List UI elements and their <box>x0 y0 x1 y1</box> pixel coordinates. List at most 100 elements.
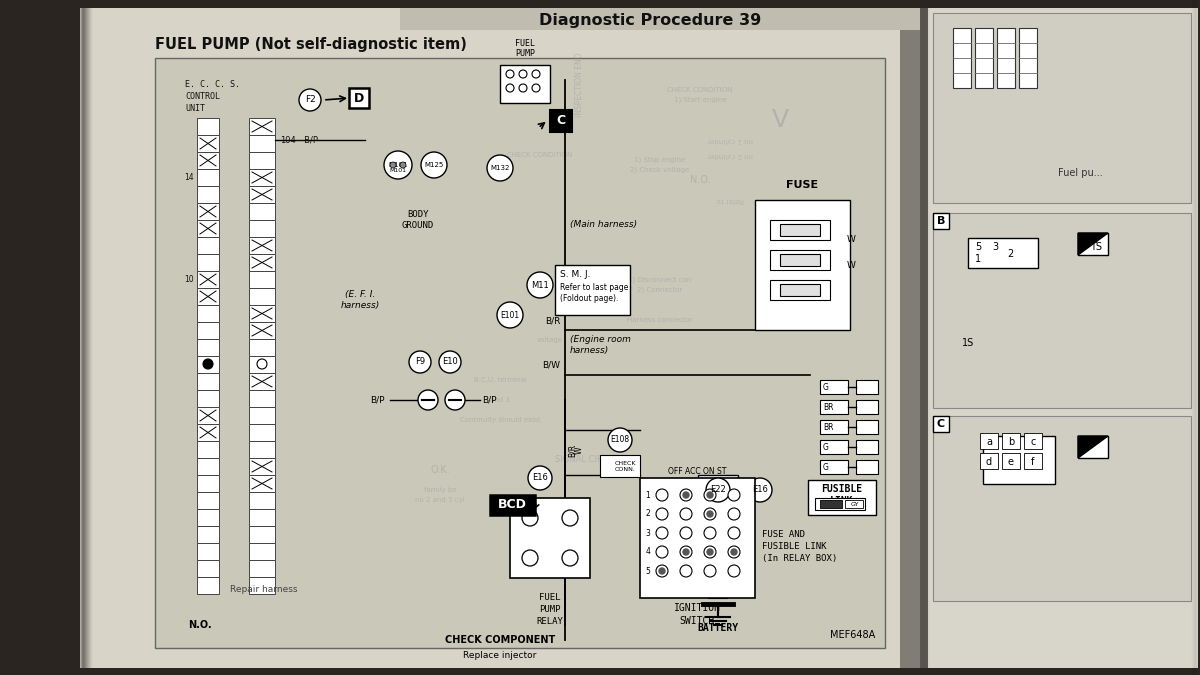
Bar <box>80 8 84 668</box>
Text: E. C. C. S.
CONTROL
UNIT: E. C. C. S. CONTROL UNIT <box>185 80 240 113</box>
Bar <box>197 305 220 322</box>
Bar <box>250 373 275 390</box>
Circle shape <box>704 489 716 501</box>
Bar <box>250 390 275 407</box>
Text: W: W <box>575 446 584 454</box>
Circle shape <box>707 549 713 555</box>
Text: Refer to last page: Refer to last page <box>560 283 629 292</box>
Text: B/P: B/P <box>371 396 385 404</box>
Text: V: V <box>772 108 788 132</box>
Text: Replace injector: Replace injector <box>463 651 536 659</box>
Bar <box>197 254 220 271</box>
Bar <box>197 526 220 543</box>
Circle shape <box>522 550 538 566</box>
Circle shape <box>520 84 527 92</box>
Circle shape <box>257 359 266 369</box>
Bar <box>1078 436 1108 458</box>
Bar <box>250 577 275 594</box>
Bar <box>197 407 220 424</box>
Circle shape <box>522 510 538 526</box>
Text: (Foldout page).: (Foldout page). <box>560 294 618 303</box>
Text: 1S: 1S <box>962 338 974 348</box>
Circle shape <box>439 351 461 373</box>
Bar <box>755 200 850 330</box>
Circle shape <box>409 351 431 373</box>
Circle shape <box>680 546 692 558</box>
Circle shape <box>728 508 740 520</box>
Bar <box>820 500 842 508</box>
Bar <box>400 8 920 30</box>
Bar <box>250 135 275 152</box>
Text: IGNITION
SWITCH: IGNITION SWITCH <box>673 603 720 626</box>
Bar <box>197 441 220 458</box>
Text: 1: 1 <box>974 254 982 264</box>
Text: G: G <box>823 383 829 392</box>
Text: 2: 2 <box>1007 249 1013 259</box>
Circle shape <box>707 492 713 498</box>
Bar <box>250 220 275 237</box>
Text: voltage: voltage <box>538 337 563 343</box>
Bar <box>197 288 220 305</box>
Text: F2: F2 <box>305 95 316 105</box>
Circle shape <box>659 568 665 574</box>
Bar <box>934 416 1190 601</box>
Text: no 1 cylinder: no 1 cylinder <box>707 137 752 143</box>
Bar <box>250 305 275 322</box>
Text: G: G <box>823 462 829 472</box>
Bar <box>250 152 275 169</box>
Bar <box>89 8 94 668</box>
Bar <box>250 407 275 424</box>
Text: 1) Start engine: 1) Start engine <box>673 97 726 103</box>
Bar <box>250 526 275 543</box>
Circle shape <box>532 70 540 78</box>
Bar <box>250 509 275 526</box>
Bar <box>197 237 220 254</box>
Text: W: W <box>847 261 856 269</box>
Bar <box>780 224 820 236</box>
Text: D: D <box>354 92 364 105</box>
Bar <box>980 433 998 449</box>
Bar <box>197 152 220 169</box>
Text: Diagnostic Procedure 39: Diagnostic Procedure 39 <box>539 13 761 28</box>
Bar <box>1024 453 1042 469</box>
Circle shape <box>299 89 322 111</box>
Bar <box>820 440 848 454</box>
Circle shape <box>683 492 689 498</box>
Bar <box>934 13 1190 203</box>
Bar <box>349 88 370 108</box>
Circle shape <box>497 302 523 328</box>
Bar <box>197 577 220 594</box>
Text: GY: GY <box>851 502 859 508</box>
Text: a: a <box>986 437 992 447</box>
Circle shape <box>680 489 692 501</box>
Bar <box>84 8 88 668</box>
Text: 2) Check voltage: 2) Check voltage <box>630 167 690 173</box>
Bar <box>197 356 220 373</box>
Circle shape <box>704 527 716 539</box>
Bar <box>600 455 640 477</box>
Bar <box>250 560 275 577</box>
Bar <box>250 543 275 560</box>
Bar <box>250 492 275 509</box>
Bar <box>698 475 738 505</box>
Polygon shape <box>1078 233 1108 255</box>
Text: FUSE: FUSE <box>786 180 818 190</box>
Bar <box>250 322 275 339</box>
Bar <box>197 203 220 220</box>
Bar <box>926 8 929 668</box>
Text: family be: family be <box>424 487 456 493</box>
Text: Repair harness: Repair harness <box>230 585 298 595</box>
Text: E101: E101 <box>500 310 520 319</box>
Bar <box>197 475 220 492</box>
Circle shape <box>608 428 632 452</box>
Bar <box>900 8 928 668</box>
Text: FUSIBLE
LINK: FUSIBLE LINK <box>822 484 863 506</box>
Bar <box>922 8 924 668</box>
Circle shape <box>421 152 446 178</box>
Text: M132: M132 <box>491 165 510 171</box>
Circle shape <box>680 527 692 539</box>
Bar <box>197 271 220 288</box>
Circle shape <box>680 508 692 520</box>
Bar <box>983 436 1055 484</box>
Bar <box>920 8 923 668</box>
